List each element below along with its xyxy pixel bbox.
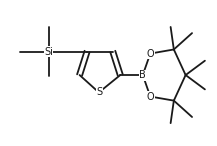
Text: B: B	[139, 70, 146, 80]
Text: Si: Si	[44, 47, 53, 57]
Text: O: O	[146, 92, 154, 101]
Text: O: O	[146, 49, 154, 59]
Text: S: S	[97, 87, 103, 97]
